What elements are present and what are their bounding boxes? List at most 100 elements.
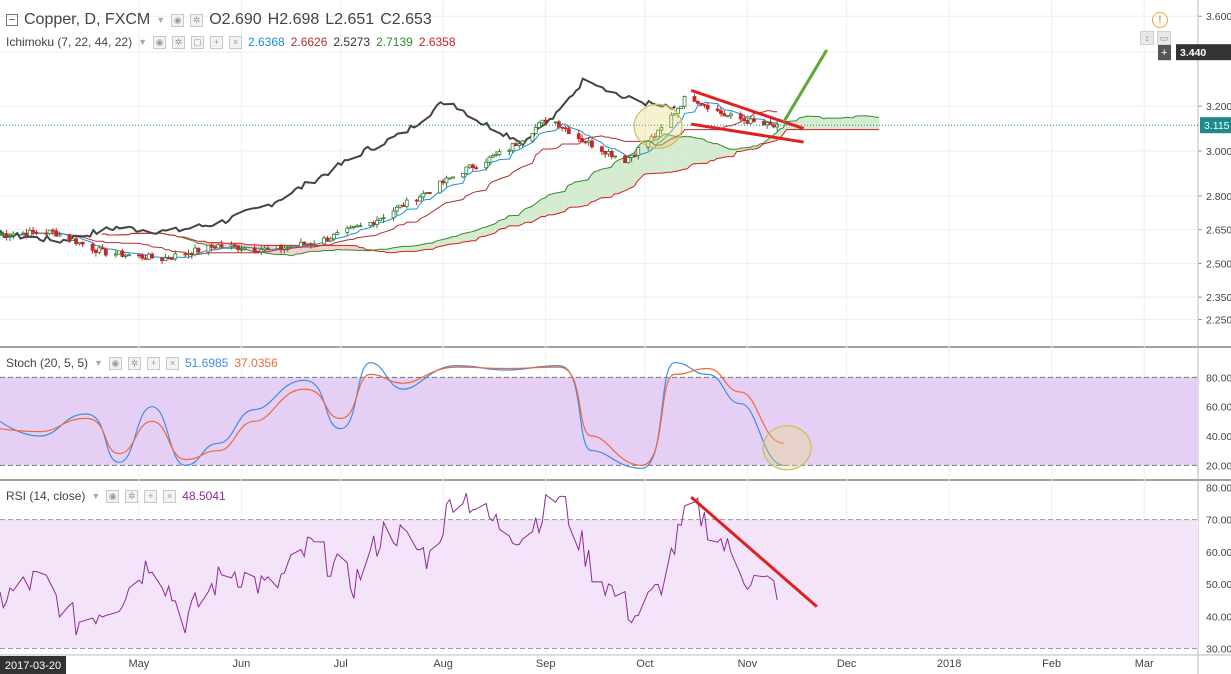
- cloud-segment: [412, 245, 417, 252]
- candle: [507, 149, 512, 152]
- candle: [494, 154, 498, 157]
- chevron-down-icon[interactable]: ▼: [91, 491, 101, 501]
- candle: [464, 166, 469, 174]
- warning-icon[interactable]: !: [1152, 12, 1168, 28]
- candle: [183, 253, 188, 256]
- add-icon[interactable]: +: [210, 35, 223, 49]
- candle: [308, 243, 313, 246]
- gear-icon[interactable]: ✲: [125, 489, 139, 503]
- candle: [745, 120, 750, 124]
- time-tick-label: Nov: [738, 658, 758, 670]
- cloud-segment: [693, 137, 704, 164]
- candle: [103, 248, 108, 256]
- price-tick-label: 2.650: [1206, 225, 1231, 237]
- cloud-segment: [587, 174, 592, 206]
- candle: [345, 227, 350, 233]
- cloud-segment: [687, 136, 691, 169]
- chevron-down-icon[interactable]: ▼: [94, 358, 103, 368]
- cloud-segment: [402, 246, 407, 252]
- price-tick-label: 2.500: [1206, 258, 1231, 270]
- cloud-segment: [551, 193, 555, 215]
- eye-icon[interactable]: ◉: [108, 356, 122, 370]
- current-price-label: 3.115: [1204, 120, 1230, 132]
- price-highlight-circle: [633, 103, 683, 149]
- cloud-segment: [541, 197, 546, 217]
- candle: [216, 244, 221, 249]
- chevron-down-icon[interactable]: ▼: [138, 37, 147, 47]
- candle: [414, 199, 419, 202]
- candle: [189, 253, 194, 255]
- rsi-value: 48.5041: [182, 489, 226, 503]
- eye-icon[interactable]: ◉: [171, 13, 185, 27]
- candle: [173, 253, 178, 260]
- rsi-pane: [0, 493, 1198, 650]
- cloud-segment: [528, 206, 532, 223]
- price-tick-label: 2.350: [1206, 292, 1231, 304]
- cloud-segment: [713, 143, 717, 161]
- cloud-segment: [320, 245, 324, 252]
- candle: [543, 119, 548, 123]
- cloud-segment: [852, 116, 856, 130]
- candle: [305, 243, 310, 246]
- stoch-tick-label: 80.0000: [1206, 372, 1231, 384]
- cloud-segment: [703, 139, 708, 164]
- candle: [672, 113, 677, 116]
- candle: [560, 126, 565, 129]
- cloud-segment: [574, 181, 579, 208]
- candle: [289, 246, 293, 249]
- cloud-segment: [379, 249, 383, 252]
- time-tick-label: Jun: [233, 658, 251, 670]
- close-icon[interactable]: ×: [229, 35, 242, 49]
- senkou-span-b-line: [101, 129, 879, 254]
- candle: [725, 115, 730, 118]
- cloud-segment: [667, 134, 671, 173]
- collapse-icon[interactable]: [6, 14, 18, 26]
- cloud-segment: [845, 117, 850, 130]
- annotations: [633, 49, 829, 608]
- candle: [497, 151, 502, 155]
- ichimoku-label: Ichimoku (7, 22, 44, 22): [6, 35, 133, 49]
- cloud-segment: [502, 218, 506, 229]
- candle: [742, 118, 746, 121]
- lock-icon[interactable]: ▢: [191, 35, 204, 49]
- gear-icon[interactable]: ✲: [127, 356, 141, 370]
- candle: [186, 253, 191, 255]
- scale-button-b[interactable]: ▭: [1157, 31, 1171, 45]
- close-icon[interactable]: ×: [163, 489, 177, 503]
- add-icon[interactable]: +: [144, 489, 158, 503]
- add-icon[interactable]: +: [146, 356, 160, 370]
- cloud-segment: [386, 248, 390, 253]
- main-legend: Copper, D, FXCM ▼ ◉ ✲ O2.690 H2.698 L2.6…: [6, 11, 438, 29]
- candle: [719, 110, 723, 115]
- scale-button-a[interactable]: ↕: [1140, 31, 1154, 45]
- candle: [752, 118, 756, 122]
- crosshair-plus-box: [1158, 44, 1171, 61]
- cloud-segment: [730, 149, 734, 157]
- cloud-segment: [435, 240, 440, 248]
- candle: [590, 140, 594, 148]
- candle: [715, 108, 720, 112]
- candle: [629, 154, 634, 158]
- candle: [768, 122, 773, 126]
- eye-icon[interactable]: ◉: [106, 489, 120, 503]
- candle: [51, 229, 55, 232]
- gear-icon[interactable]: ✲: [172, 35, 185, 49]
- cloud-segment: [832, 118, 843, 130]
- cloud-segment: [690, 136, 694, 166]
- eye-icon[interactable]: ◉: [153, 35, 166, 49]
- price-tick-label: 3.000: [1206, 146, 1231, 158]
- candle: [428, 192, 432, 194]
- cloud-segment: [505, 215, 509, 229]
- ohlc-close: C2.653: [380, 11, 432, 28]
- candle: [232, 244, 237, 247]
- chevron-down-icon[interactable]: ▼: [156, 15, 166, 25]
- candle: [375, 220, 379, 225]
- cloud-segment: [657, 136, 661, 174]
- candle: [325, 237, 330, 242]
- close-icon[interactable]: ×: [165, 356, 179, 370]
- candle: [722, 113, 727, 117]
- candle: [322, 237, 326, 245]
- gear-icon[interactable]: ✲: [190, 13, 204, 27]
- price-trendline: [782, 49, 829, 123]
